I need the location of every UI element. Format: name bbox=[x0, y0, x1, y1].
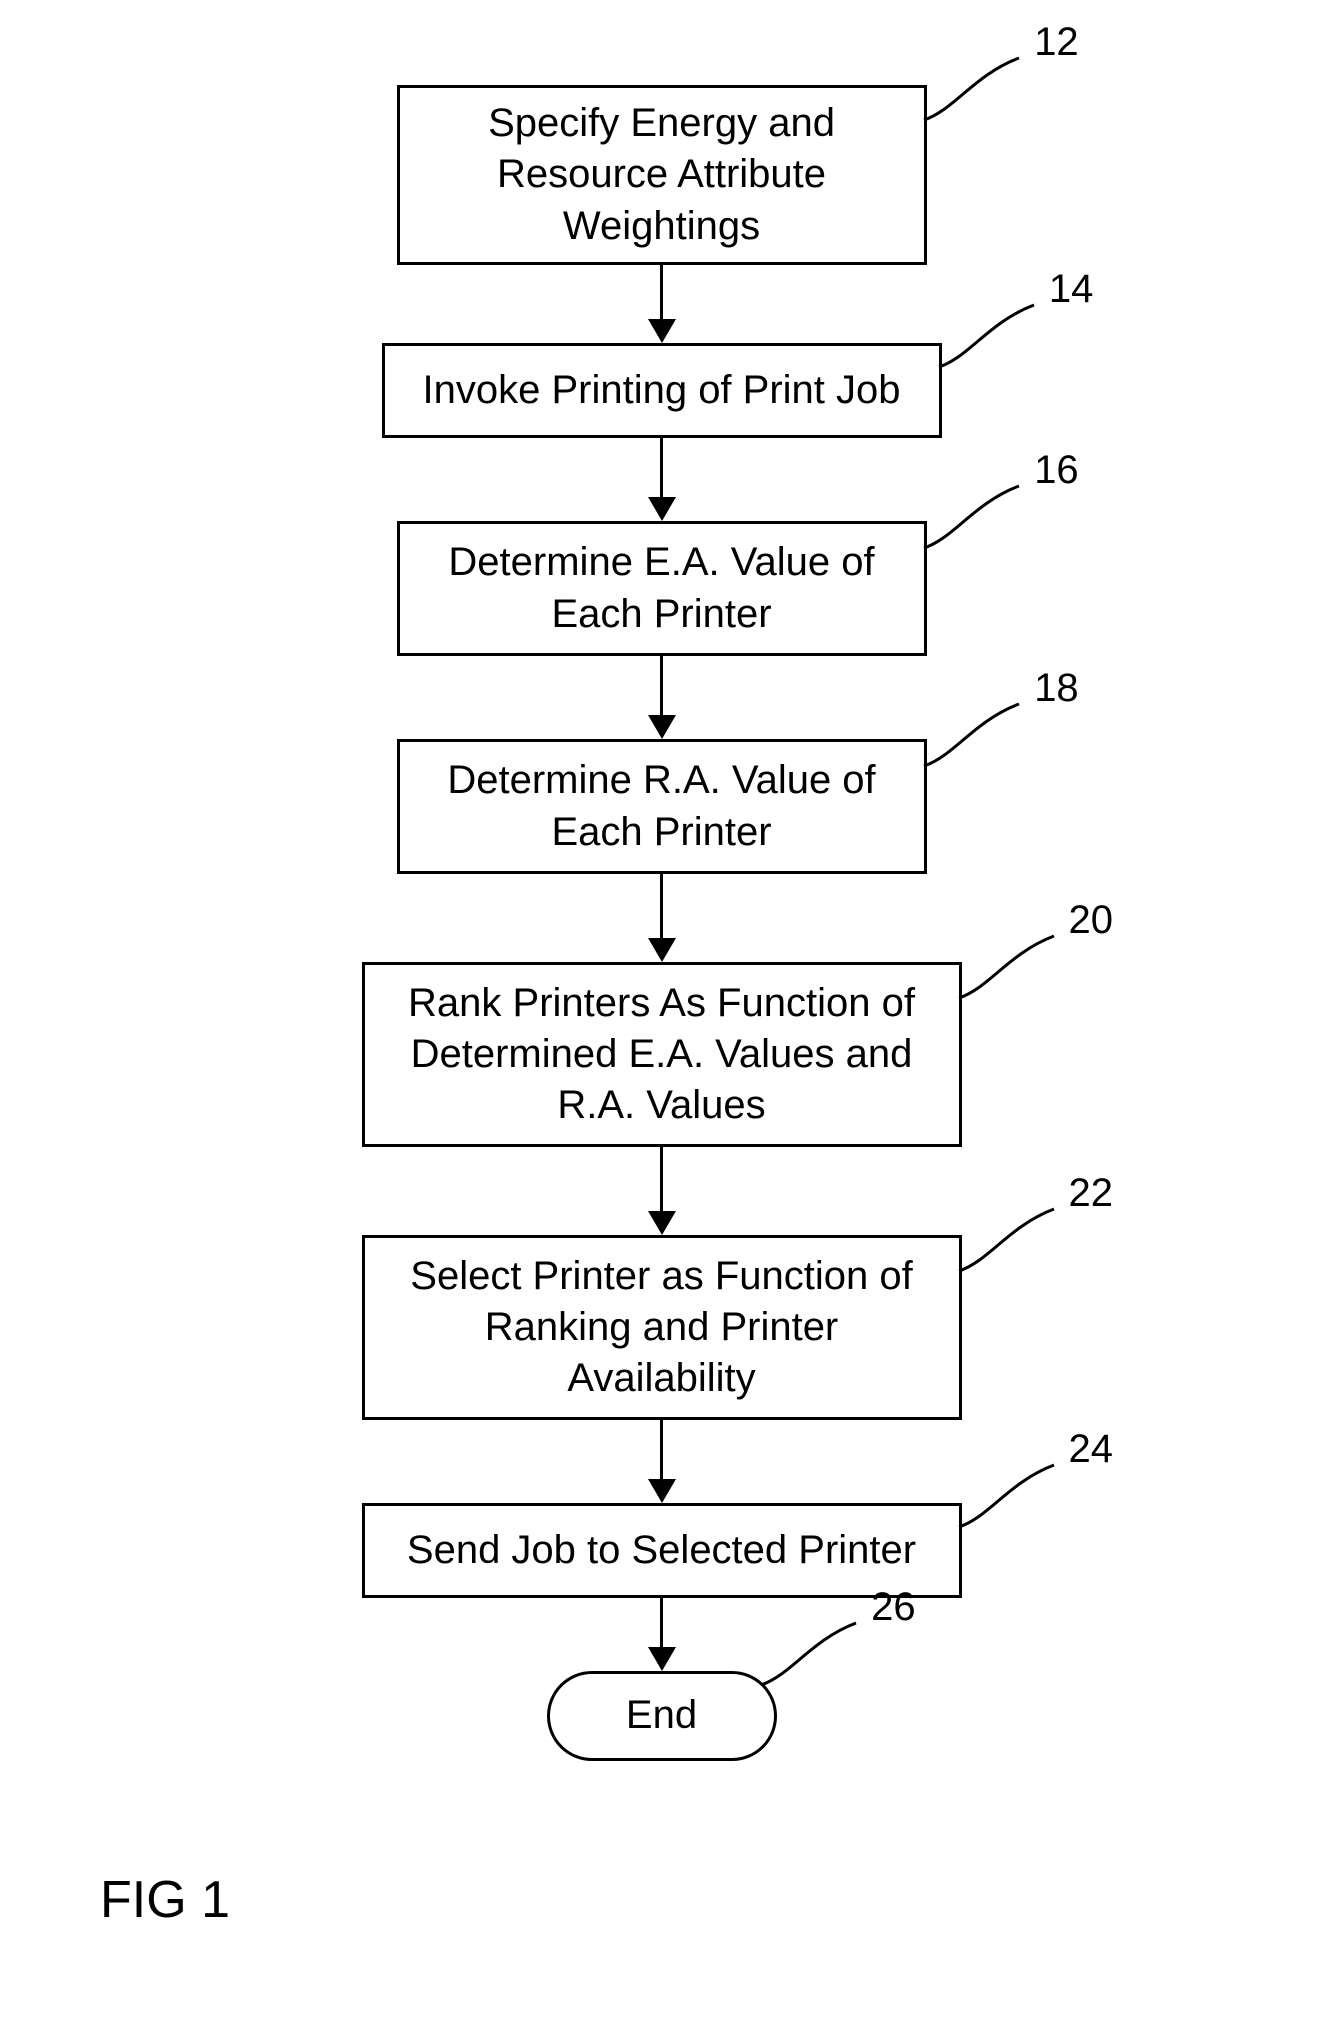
callout-16: 16 bbox=[924, 478, 1034, 563]
flowchart-node-n20: Rank Printers As Function of Determined … bbox=[362, 962, 962, 1147]
figure-label: FIG 1 bbox=[100, 1870, 230, 1930]
flowchart-node-label: Select Printer as Function of Ranking an… bbox=[388, 1239, 934, 1417]
flowchart-node-n14: Invoke Printing of Print Job14 bbox=[382, 343, 942, 438]
flowchart-node-n18: Determine R.A. Value of Each Printer18 bbox=[397, 739, 927, 874]
flow-arrow-icon bbox=[648, 656, 676, 739]
callout-number: 12 bbox=[1034, 20, 1079, 65]
flowchart-node-label: Invoke Printing of Print Job bbox=[400, 353, 922, 428]
flowchart-node-label: Determine E.A. Value of Each Printer bbox=[426, 525, 896, 651]
callout-14: 14 bbox=[939, 297, 1049, 382]
flowchart: Specify Energy and Resource Attribute We… bbox=[362, 85, 962, 1761]
callout-24: 24 bbox=[959, 1457, 1069, 1542]
callout-20: 20 bbox=[959, 928, 1069, 1013]
flowchart-node-label: Send Job to Selected Printer bbox=[385, 1513, 938, 1588]
flow-arrow-icon bbox=[648, 1598, 676, 1671]
flowchart-node-label: Specify Energy and Resource Attribute We… bbox=[466, 86, 857, 264]
callout-12: 12 bbox=[924, 50, 1034, 135]
callout-26: 26 bbox=[761, 1615, 871, 1700]
flow-arrow-icon bbox=[648, 265, 676, 343]
callout-number: 22 bbox=[1069, 1171, 1114, 1216]
flowchart-node-label: Determine R.A. Value of Each Printer bbox=[425, 743, 897, 869]
callout-number: 24 bbox=[1069, 1427, 1114, 1472]
flow-arrow-icon bbox=[648, 874, 676, 962]
flow-arrow-icon bbox=[648, 1420, 676, 1503]
flow-arrow-icon bbox=[648, 438, 676, 521]
flow-arrow-icon bbox=[648, 1147, 676, 1235]
flowchart-node-label: End bbox=[588, 1680, 735, 1751]
callout-number: 14 bbox=[1049, 267, 1094, 312]
callout-number: 20 bbox=[1069, 898, 1114, 943]
flowchart-node-n26: End26 bbox=[547, 1671, 777, 1761]
flowchart-node-n16: Determine E.A. Value of Each Printer16 bbox=[397, 521, 927, 656]
callout-number: 18 bbox=[1034, 666, 1079, 711]
flowchart-node-n24: Send Job to Selected Printer24 bbox=[362, 1503, 962, 1598]
flowchart-node-n22: Select Printer as Function of Ranking an… bbox=[362, 1235, 962, 1420]
callout-number: 16 bbox=[1034, 448, 1079, 493]
callout-18: 18 bbox=[924, 696, 1034, 781]
callout-22: 22 bbox=[959, 1201, 1069, 1286]
flowchart-node-label: Rank Printers As Function of Determined … bbox=[386, 966, 937, 1144]
flowchart-node-n12: Specify Energy and Resource Attribute We… bbox=[397, 85, 927, 265]
